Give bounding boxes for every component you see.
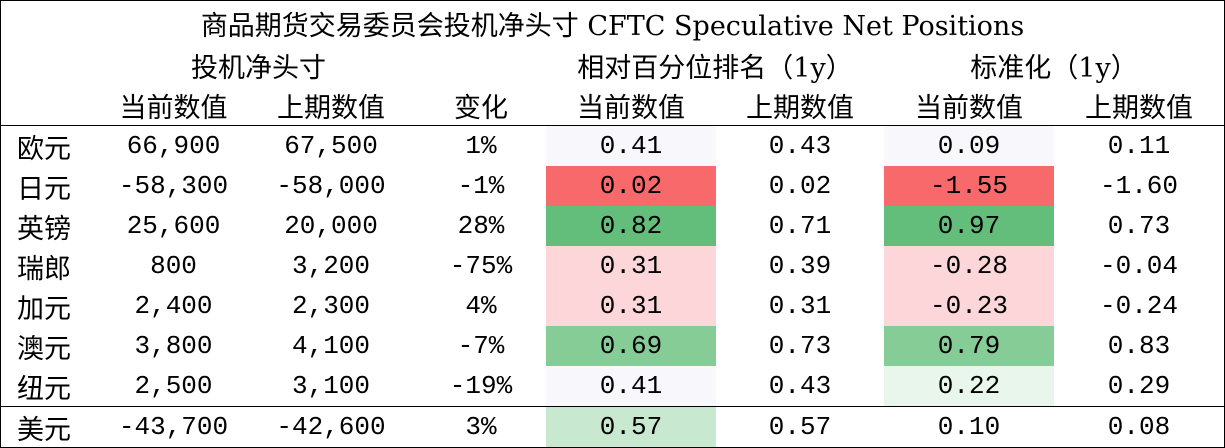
header-std-current: 当前数值 [884, 85, 1054, 126]
std-current-cell: 0.97 [884, 206, 1054, 246]
net-current-cell: 3,800 [134, 331, 213, 361]
change-cell: 1% [465, 131, 497, 161]
pct-previous-cell: 0.39 [768, 251, 832, 281]
pct-current-cell: 0.41 [546, 125, 716, 166]
net-previous-cell: 20,000 [284, 211, 378, 241]
header-net-previous: 上期数值 [246, 85, 416, 126]
net-current-cell: 25,600 [126, 211, 221, 241]
table-row: 日元 -58,300 -58,000 -1% 0.02 0.02 -1.55 -… [1, 166, 1224, 206]
std-current-cell: 0.09 [884, 125, 1054, 166]
pct-current-cell: 0.02 [546, 166, 716, 206]
change-cell: -75% [449, 251, 513, 281]
currency-label: 欧元 [17, 133, 71, 165]
net-previous-cell: 4,100 [291, 331, 370, 361]
group-header-standardized: 标准化（1y） [970, 52, 1138, 84]
pct-previous-cell: 0.73 [768, 331, 832, 361]
pct-previous-cell: 0.71 [768, 211, 832, 241]
table-row: 欧元 66,900 67,500 1% 0.41 0.43 0.09 0.11 [1, 125, 1224, 166]
title-row: 商品期货交易委员会投机净头寸 CFTC Speculative Net Posi… [1, 1, 1224, 45]
currency-label: 瑞郎 [17, 253, 71, 285]
net-previous-cell: 3,100 [291, 371, 370, 401]
std-previous-cell: -1.60 [1099, 171, 1178, 201]
std-previous-cell: 0.83 [1107, 331, 1171, 361]
std-current-cell: 0.22 [884, 366, 1054, 407]
empty-header-cell [1, 85, 101, 126]
net-previous-cell: -42,600 [246, 406, 416, 447]
std-previous-cell: 0.08 [1054, 406, 1224, 447]
std-current-cell: 0.10 [884, 406, 1054, 447]
std-previous-cell: 0.73 [1107, 211, 1171, 241]
net-current-cell: -58,300 [118, 171, 229, 201]
net-current-cell: 800 [150, 251, 197, 281]
change-cell: -7% [457, 331, 505, 361]
change-cell: -1% [457, 171, 505, 201]
header-change: 变化 [416, 85, 546, 126]
pct-current-cell: 0.41 [546, 366, 716, 407]
std-current-cell: -0.23 [884, 286, 1054, 326]
pct-current-cell: 0.82 [546, 206, 716, 246]
table-title: 商品期货交易委员会投机净头寸 CFTC Speculative Net Posi… [200, 10, 1025, 42]
group-header-percentile: 相对百分位排名（1y） [577, 52, 853, 84]
pct-previous-cell: 0.43 [768, 371, 832, 401]
std-current-cell: -0.28 [884, 246, 1054, 286]
pct-previous-cell: 0.57 [716, 406, 884, 447]
table-row: 英镑 25,600 20,000 28% 0.82 0.71 0.97 0.73 [1, 206, 1224, 246]
net-previous-cell: 3,200 [291, 251, 370, 281]
net-current-cell: 2,500 [134, 371, 213, 401]
currency-label: 英镑 [17, 213, 71, 245]
std-current-cell: 0.79 [884, 326, 1054, 366]
currency-label: 加元 [17, 293, 71, 325]
pct-current-cell: 0.69 [546, 326, 716, 366]
sub-header-row: 当前数值 上期数值 变化 当前数值 上期数值 当前数值 上期数值 [1, 85, 1224, 126]
pct-current-cell: 0.31 [546, 286, 716, 326]
currency-label: 澳元 [17, 333, 71, 365]
table-row: 加元 2,400 2,300 4% 0.31 0.31 -0.23 -0.24 [1, 286, 1224, 326]
change-cell: 3% [416, 406, 546, 447]
header-pct-previous: 上期数值 [716, 85, 884, 126]
group-header-net-positions: 投机净头寸 [191, 52, 326, 84]
net-previous-cell: 2,300 [291, 291, 370, 321]
change-cell: -19% [449, 371, 513, 401]
change-cell: 28% [457, 211, 505, 241]
pct-current-cell: 0.57 [546, 406, 716, 447]
group-header-row: 投机净头寸 相对百分位排名（1y） 标准化（1y） [1, 45, 1224, 85]
table-row: 瑞郎 800 3,200 -75% 0.31 0.39 -0.28 -0.04 [1, 246, 1224, 286]
pct-previous-cell: 0.02 [768, 171, 832, 201]
header-net-current: 当前数值 [101, 85, 246, 126]
table-row: 纽元 2,500 3,100 -19% 0.41 0.43 0.22 0.29 [1, 366, 1224, 407]
std-current-cell: -1.55 [884, 166, 1054, 206]
currency-label: 美元 [1, 406, 101, 447]
std-previous-cell: 0.29 [1107, 371, 1171, 401]
change-cell: 4% [465, 291, 497, 321]
pct-current-cell: 0.31 [546, 246, 716, 286]
table-row: 美元 -43,700 -42,600 3% 0.57 0.57 0.10 0.0… [1, 406, 1224, 447]
pct-previous-cell: 0.43 [768, 131, 832, 161]
header-pct-current: 当前数值 [546, 85, 716, 126]
currency-label: 日元 [17, 173, 71, 205]
net-previous-cell: 67,500 [284, 131, 378, 161]
std-previous-cell: -0.04 [1099, 251, 1178, 281]
table-row: 澳元 3,800 4,100 -7% 0.69 0.73 0.79 0.83 [1, 326, 1224, 366]
currency-label: 纽元 [17, 373, 71, 405]
pct-previous-cell: 0.31 [768, 291, 832, 321]
header-std-previous: 上期数值 [1054, 85, 1224, 126]
empty-header-cell [416, 45, 546, 85]
std-previous-cell: 0.11 [1107, 131, 1171, 161]
std-previous-cell: -0.24 [1099, 291, 1178, 321]
net-current-cell: 66,900 [126, 131, 221, 161]
empty-header-cell [1, 45, 101, 85]
net-previous-cell: -58,000 [276, 171, 386, 201]
net-current-cell: -43,700 [101, 406, 246, 447]
net-current-cell: 2,400 [134, 291, 213, 321]
